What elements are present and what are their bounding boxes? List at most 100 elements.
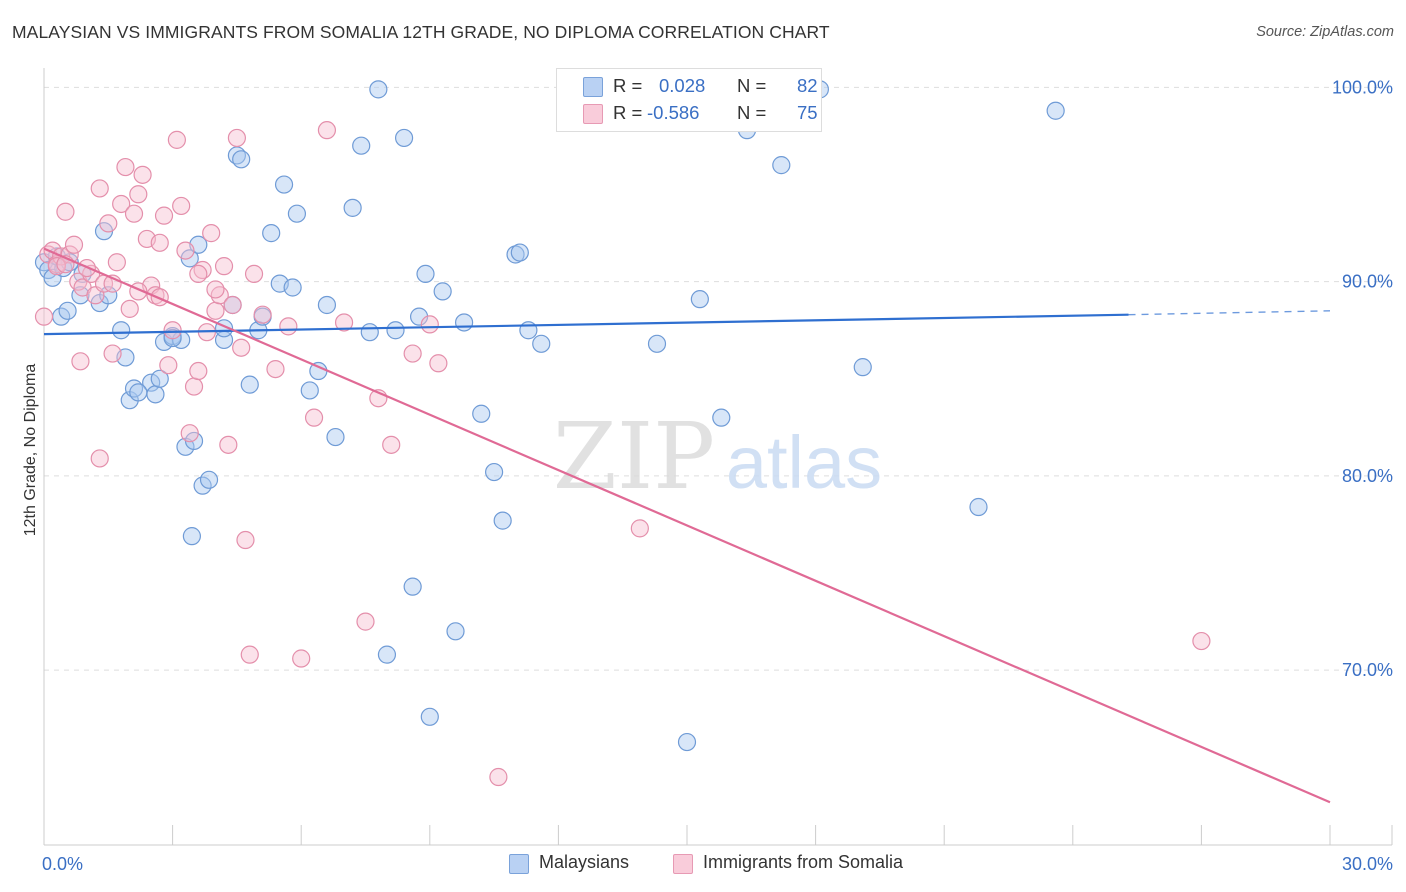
y-tick-label: 70.0% — [1342, 660, 1393, 680]
data-point — [377, 645, 397, 664]
data-point — [184, 377, 204, 396]
r-value: 0.028 — [659, 75, 706, 96]
data-point — [446, 622, 465, 641]
data-point — [206, 280, 225, 299]
axes — [43, 68, 1393, 846]
data-point — [120, 299, 139, 318]
data-point — [244, 264, 264, 284]
data-point — [159, 356, 178, 375]
data-point — [489, 767, 508, 787]
data-point — [232, 150, 251, 169]
data-point — [58, 301, 77, 320]
watermark-zip: ZIP — [553, 403, 715, 510]
data-point — [154, 206, 174, 225]
data-point — [317, 121, 337, 140]
legend-swatch-pink — [583, 104, 603, 124]
data-point — [279, 317, 298, 336]
data-point — [56, 202, 75, 221]
data-point — [71, 352, 90, 371]
x-tick-label: 30.0% — [1342, 854, 1393, 874]
data-point — [129, 383, 148, 402]
data-point — [180, 424, 199, 443]
data-point — [420, 707, 439, 726]
data-point — [352, 136, 371, 155]
data-point — [129, 185, 148, 204]
data-point — [182, 527, 201, 546]
data-point — [64, 235, 84, 254]
data-point — [274, 175, 294, 194]
data-point — [146, 385, 165, 404]
data-point — [150, 233, 169, 252]
data-point — [112, 194, 131, 214]
data-point — [690, 290, 709, 309]
data-point — [240, 375, 259, 394]
n-value: 75 — [797, 102, 818, 123]
data-point — [382, 435, 401, 454]
data-point — [124, 204, 144, 223]
data-point — [112, 321, 131, 340]
data-point — [99, 214, 118, 233]
data-point — [386, 321, 405, 340]
data-point — [287, 204, 307, 223]
r-label: R = — [613, 75, 643, 96]
legend-swatch-blue — [583, 77, 603, 97]
series-somalia — [34, 121, 1211, 787]
data-point — [103, 344, 122, 363]
data-point — [317, 295, 337, 315]
data-point — [454, 313, 474, 332]
data-point — [116, 157, 135, 177]
data-point — [853, 358, 872, 377]
y-tick-label: 80.0% — [1342, 466, 1393, 486]
data-point — [969, 497, 988, 517]
data-point — [485, 462, 504, 482]
data-point — [677, 732, 697, 752]
trend-lines — [43, 247, 1331, 804]
data-point — [429, 354, 448, 373]
y-axis-label-wrap: 12th Grade, No Diploma — [14, 300, 48, 600]
data-point — [416, 264, 435, 284]
data-point — [199, 470, 219, 489]
data-point — [34, 307, 54, 326]
data-point — [630, 519, 649, 538]
data-point — [647, 334, 667, 353]
data-point — [394, 128, 414, 148]
data-point — [266, 359, 285, 379]
data-point — [1192, 631, 1211, 651]
trend-line-malaysians — [43, 313, 1129, 336]
data-point — [356, 612, 375, 631]
data-point — [107, 253, 126, 272]
data-point — [712, 408, 731, 427]
r-label: R = — [613, 102, 643, 123]
data-point — [510, 243, 529, 262]
data-point — [189, 264, 208, 284]
data-point — [360, 323, 379, 342]
data-point — [262, 224, 281, 243]
legend-label: Immigrants from Somalia — [703, 852, 904, 872]
data-point — [163, 328, 182, 348]
watermark: ZIP atlas — [553, 403, 882, 510]
n-value: 82 — [797, 75, 818, 96]
data-point — [214, 257, 234, 276]
data-point — [227, 128, 246, 148]
legend-swatch-pink — [673, 854, 693, 874]
grid-lines — [44, 86, 1392, 671]
data-point — [326, 427, 345, 447]
data-point — [232, 338, 251, 357]
n-label: N = — [737, 75, 767, 96]
data-point — [223, 295, 242, 315]
data-point — [172, 196, 191, 216]
data-point — [202, 224, 221, 243]
data-point — [189, 361, 208, 381]
data-point — [150, 288, 169, 307]
data-point — [206, 301, 225, 320]
data-point — [236, 530, 255, 550]
data-point — [90, 179, 109, 198]
trend-line-somalia — [43, 247, 1331, 804]
data-point — [772, 156, 791, 175]
legend-swatch-blue — [509, 854, 529, 874]
y-tick-label: 100.0% — [1332, 77, 1393, 97]
data-point — [167, 130, 186, 149]
data-point — [343, 198, 362, 217]
data-point — [369, 80, 388, 99]
